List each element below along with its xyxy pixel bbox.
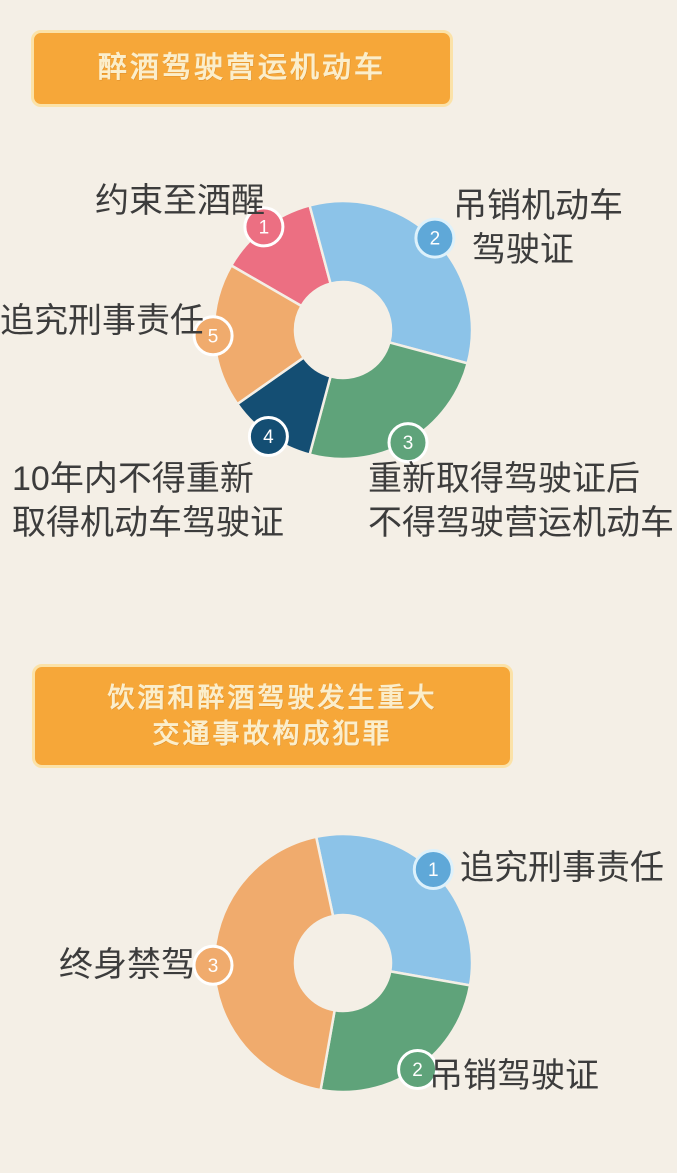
- svg-text:3: 3: [208, 956, 219, 977]
- svg-text:2: 2: [412, 1060, 423, 1081]
- svg-text:1: 1: [428, 860, 439, 881]
